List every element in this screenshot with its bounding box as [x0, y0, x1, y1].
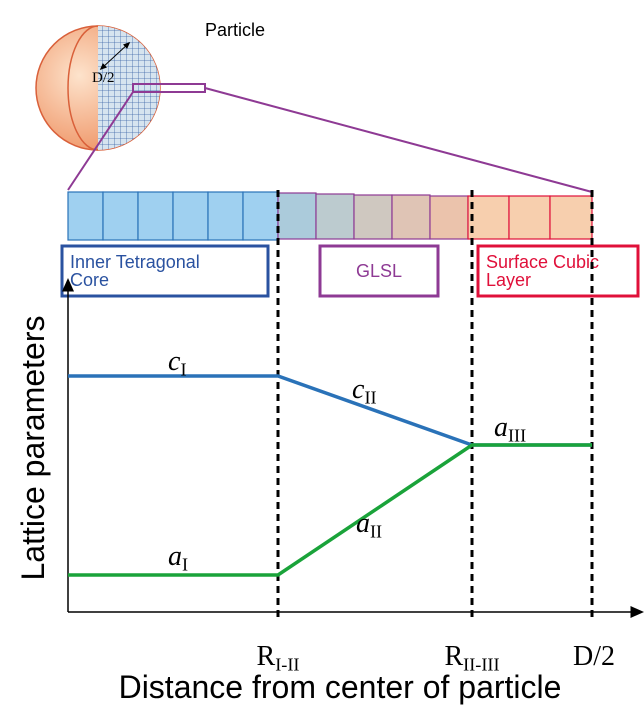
- curve-label: aIII: [494, 412, 526, 445]
- radius-label: D/2: [92, 70, 115, 86]
- zoom-line: [205, 88, 592, 192]
- x-tick-label: D/2: [573, 641, 615, 672]
- particle-label: Particle: [205, 20, 265, 40]
- diagram: Particle D/2 Inner TetragonalCore GLSL S…: [0, 0, 644, 705]
- page: {"particle_label": "Particle", "radius_l…: [0, 0, 644, 705]
- curve-label: cI: [168, 346, 187, 379]
- region-label: GLSL: [356, 261, 402, 281]
- particle-sphere: [36, 26, 205, 150]
- cell-bar: [68, 192, 592, 240]
- curve-label: aII: [356, 508, 382, 541]
- curve-label: aI: [168, 541, 188, 574]
- x-axis-label: Distance from center of particle: [119, 669, 562, 705]
- y-axis-label: Lattice parameters: [15, 315, 51, 580]
- curve-label: cII: [352, 374, 377, 407]
- a-curve: [68, 445, 592, 575]
